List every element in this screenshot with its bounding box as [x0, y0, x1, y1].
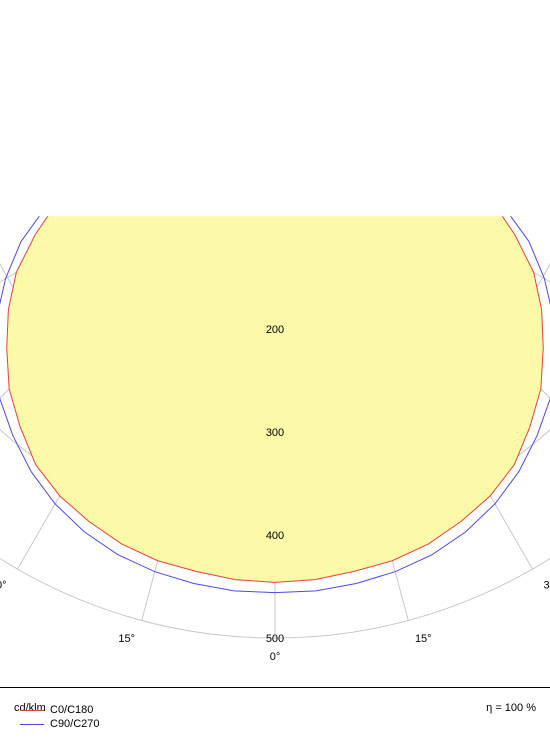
legend: C0/C180 C90/C270 [20, 704, 100, 732]
legend-item: C90/C270 [20, 718, 100, 730]
svg-text:200: 200 [266, 324, 284, 336]
polar-chart: 200300400500105°90°75°60°45°30°15°105°90… [0, 0, 550, 680]
legend-swatch [20, 724, 44, 725]
footer-divider [0, 687, 550, 688]
legend-label: C90/C270 [50, 718, 100, 730]
svg-text:300: 300 [266, 427, 284, 439]
legend-label: C0/C180 [50, 704, 93, 716]
svg-text:30°: 30° [0, 580, 7, 592]
svg-text:15°: 15° [415, 633, 432, 645]
svg-text:400: 400 [266, 530, 284, 542]
polar-chart-container: 200300400500105°90°75°60°45°30°15°105°90… [0, 0, 550, 750]
eta-label: η = 100 % [486, 702, 536, 714]
svg-text:500: 500 [266, 633, 284, 645]
svg-text:0°: 0° [270, 651, 281, 663]
svg-text:30°: 30° [544, 580, 550, 592]
svg-text:15°: 15° [118, 633, 135, 645]
legend-item: C0/C180 [20, 704, 100, 716]
legend-swatch [20, 710, 44, 711]
